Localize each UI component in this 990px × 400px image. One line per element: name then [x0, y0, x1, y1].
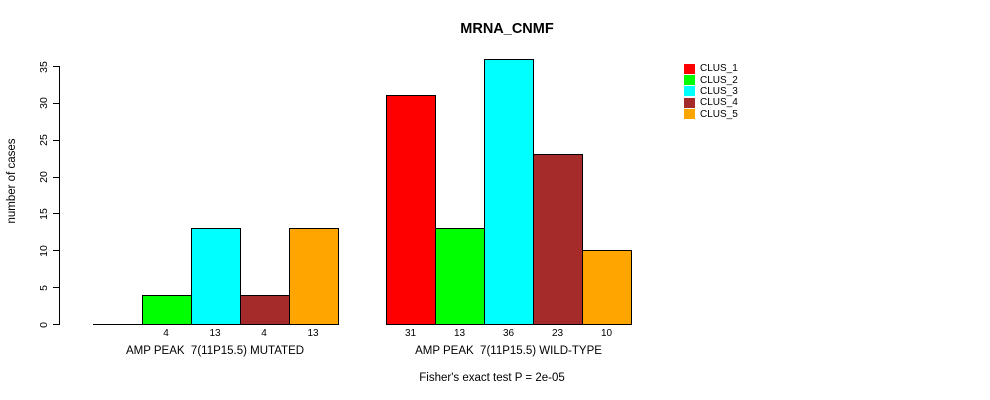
- y-tick-label: 20: [38, 171, 50, 183]
- bar-clus_2-group1: [141, 294, 192, 325]
- bar-value-label: 13: [453, 328, 466, 339]
- y-tick: [53, 102, 59, 104]
- legend-item-clus_5: CLUS_5: [684, 109, 738, 120]
- group-label: AMP PEAK 7(11P15.5) WILD-TYPE: [415, 345, 602, 357]
- bar-value-label: 10: [600, 328, 613, 339]
- legend-label: CLUS_4: [700, 97, 738, 109]
- bar-value-label: 23: [551, 328, 564, 339]
- y-tick-label: 15: [38, 208, 50, 220]
- bar-value-label: 13: [209, 328, 221, 339]
- bar-clus_3-group2: [484, 58, 534, 325]
- legend-swatch-icon: [684, 75, 695, 86]
- y-tick: [53, 324, 59, 325]
- y-tick-label: 5: [38, 284, 50, 291]
- bar-clus_4-group1: [239, 294, 290, 325]
- y-tick-label: 0: [38, 321, 50, 328]
- bar-value-label: 4: [163, 328, 169, 339]
- y-tick: [53, 176, 59, 178]
- legend-item-clus_4: CLUS_4: [684, 97, 738, 108]
- legend-item-clus_1: CLUS_1: [684, 63, 738, 74]
- group-label: AMP PEAK 7(11P15.5) MUTATED: [125, 345, 305, 357]
- bar-clus_4-group2: [533, 154, 583, 325]
- y-tick-label: 25: [38, 134, 50, 147]
- legend-label: CLUS_2: [700, 74, 738, 86]
- bar-value-label: 13: [307, 328, 319, 339]
- legend-swatch-icon: [684, 86, 695, 97]
- y-tick: [53, 139, 59, 141]
- legend-item-clus_3: CLUS_3: [684, 86, 738, 97]
- legend-label: CLUS_1: [700, 63, 738, 75]
- bar-clus_1-group2: [386, 95, 436, 325]
- y-tick-label: 30: [38, 97, 50, 110]
- y-tick: [53, 287, 59, 289]
- y-axis-title: number of cases: [6, 138, 18, 224]
- footer-annotation: Fisher's exact test P = 2e-05: [419, 372, 565, 384]
- y-axis: [59, 66, 60, 325]
- bar-value-label: 4: [261, 328, 267, 339]
- y-tick: [53, 250, 59, 252]
- bar-clus_5-group2: [582, 250, 632, 325]
- legend-swatch-icon: [684, 109, 695, 120]
- y-tick: [53, 213, 59, 215]
- legend-swatch-icon: [684, 63, 695, 74]
- bar-clus_3-group1: [190, 228, 241, 325]
- legend: CLUS_1 CLUS_2 CLUS_3 CLUS_4 CLUS_5: [684, 63, 738, 120]
- legend-item-clus_2: CLUS_2: [684, 74, 738, 86]
- y-tick-label: 35: [38, 60, 50, 73]
- legend-swatch-icon: [684, 97, 695, 108]
- chart-title: MRNA_CNMF: [460, 21, 554, 37]
- legend-label: CLUS_5: [700, 108, 738, 120]
- legend-label: CLUS_3: [700, 85, 738, 97]
- bar-value-label: 36: [502, 328, 515, 339]
- bar-clus_2-group2: [435, 228, 485, 325]
- bar-value-label: 31: [404, 328, 417, 339]
- bar-clus_5-group1: [288, 228, 339, 325]
- y-tick: [53, 66, 59, 67]
- y-tick-label: 10: [38, 244, 50, 257]
